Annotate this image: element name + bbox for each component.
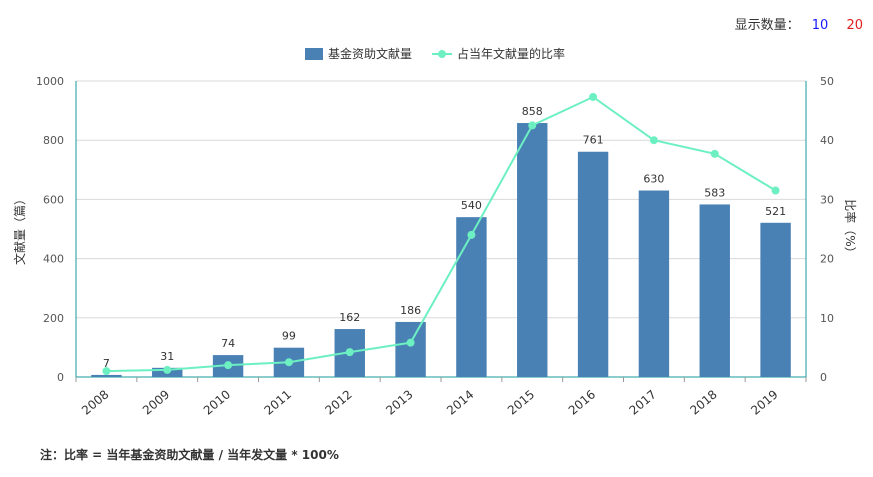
- bar: [517, 123, 548, 377]
- x-tick-label: 2010: [201, 387, 233, 417]
- y-tick-label: 0: [57, 371, 64, 384]
- y2-tick-label: 20: [820, 253, 834, 266]
- y2-tick-label: 50: [820, 75, 834, 88]
- x-tick-label: 2019: [748, 387, 780, 417]
- bar-value-label: 630: [643, 173, 664, 186]
- ratio-point: [406, 338, 415, 347]
- bar-value-label: 99: [282, 330, 296, 343]
- y-tick-label: 400: [43, 253, 64, 266]
- ratio-point: [528, 121, 537, 130]
- bar-value-label: 7: [103, 357, 110, 370]
- x-tick-label: 2016: [566, 387, 598, 417]
- bar-value-label: 521: [765, 205, 786, 218]
- y2-tick-label: 10: [820, 312, 834, 325]
- x-tick-label: 2009: [140, 387, 172, 417]
- x-tick-label: 2013: [383, 387, 415, 417]
- ratio-point: [649, 136, 658, 145]
- ratio-point: [345, 348, 354, 357]
- ratio-point: [589, 92, 598, 101]
- x-tick-label: 2014: [444, 387, 476, 417]
- ratio-point: [771, 186, 780, 195]
- bar: [456, 217, 487, 377]
- bar-value-label: 74: [221, 337, 235, 350]
- bar-value-label: 162: [339, 311, 360, 324]
- y2-tick-label: 40: [820, 134, 834, 147]
- x-tick-label: 2017: [627, 387, 659, 417]
- bar-value-label: 186: [400, 304, 421, 317]
- display-count-label: 显示数量：: [734, 18, 800, 33]
- ratio-note: 注：比率 = 当年基金资助文献量 / 当年发文量 * 100%: [40, 448, 339, 462]
- bar: [395, 321, 426, 377]
- y-axis-title: 文献量（篇）: [12, 193, 27, 265]
- y2-tick-label: 30: [820, 193, 834, 206]
- bar: [699, 204, 730, 377]
- ratio-point: [224, 361, 233, 370]
- x-tick-label: 2011: [262, 387, 294, 417]
- ratio-point: [467, 230, 476, 239]
- x-tick-label: 2012: [322, 387, 354, 417]
- bar-value-label: 858: [522, 105, 543, 118]
- y-tick-label: 800: [43, 134, 64, 147]
- ratio-point: [710, 149, 719, 158]
- x-tick-label: 2008: [79, 387, 111, 417]
- display-count-bar: 显示数量： 10 20: [735, 14, 863, 33]
- x-tick-label: 2018: [687, 387, 719, 417]
- legend-bar-label: 基金资助文献量: [328, 46, 412, 61]
- bar: [577, 151, 609, 377]
- y-tick-label: 600: [43, 193, 64, 206]
- display-count-10[interactable]: 10: [811, 18, 829, 33]
- y2-tick-label: 0: [820, 371, 827, 384]
- ratio-point: [102, 367, 111, 376]
- ratio-line: [106, 95, 777, 373]
- ratio-point: [284, 358, 293, 367]
- ratio-point: [163, 365, 172, 374]
- bar-value-label: 583: [704, 186, 725, 199]
- y2-axis-title: 比率（%）: [843, 199, 858, 258]
- bar-value-label: 761: [583, 134, 604, 147]
- bar: [638, 190, 670, 377]
- bar-value-label: 31: [160, 350, 174, 363]
- display-count-20[interactable]: 20: [846, 18, 863, 33]
- y-tick-label: 1000: [36, 75, 64, 88]
- x-tick-label: 2015: [505, 387, 537, 417]
- legend-bar-swatch: [305, 48, 323, 60]
- bar: [760, 222, 791, 377]
- bar-value-label: 540: [461, 199, 482, 212]
- bar: [91, 374, 122, 377]
- y-tick-label: 200: [43, 312, 64, 325]
- legend-line-marker: [438, 50, 446, 58]
- legend-line-label: 占当年文献量的比率: [457, 46, 565, 61]
